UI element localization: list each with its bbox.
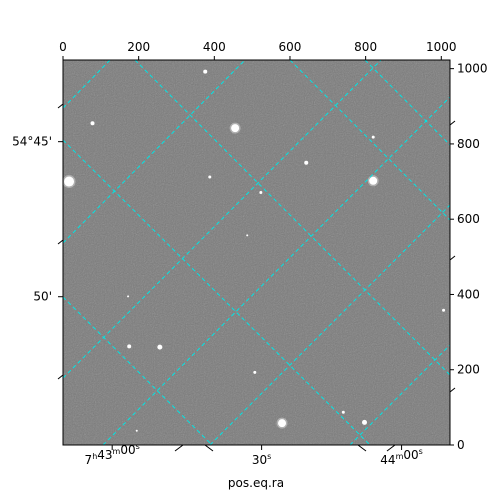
axis-tick: [174, 444, 184, 452]
grid-line: [134, 60, 450, 376]
star-point: [64, 176, 75, 187]
tick-label: 600: [457, 212, 480, 226]
star-point: [127, 344, 132, 349]
star-point: [369, 176, 378, 185]
axis-tick: [449, 120, 456, 126]
star-halo: [276, 417, 288, 429]
tick-label: 800: [457, 137, 480, 151]
star-point: [362, 419, 368, 425]
tick-label: 600: [279, 40, 302, 54]
star-point: [208, 175, 212, 179]
ra-tick-label: 44m00s: [380, 447, 423, 467]
tick-label: 1000: [457, 62, 488, 76]
axis-tick: [57, 239, 64, 245]
star-point: [253, 370, 257, 374]
axis-tick: [204, 444, 214, 452]
tick-label: 400: [203, 40, 226, 54]
ra-tick-label: 7h43m00s: [85, 442, 140, 467]
axis-tick: [57, 103, 64, 109]
axis-tick: [57, 374, 64, 380]
star-point: [442, 308, 446, 312]
tick-label: 200: [127, 40, 150, 54]
x-axis-title: pos.eq.ra: [228, 476, 284, 490]
axis-tick: [449, 255, 456, 261]
star-point: [259, 190, 263, 194]
axis-tick: [357, 444, 367, 452]
star-point: [304, 160, 309, 165]
star-point: [157, 344, 163, 350]
axes: 0 200 400 600 800 1000 0 200 400 600 800 1000 7h43m0…: [12, 40, 487, 467]
star-halo: [367, 175, 379, 187]
star-point: [246, 234, 249, 237]
grid-line: [63, 296, 213, 445]
star-halo: [229, 122, 241, 134]
grid-line: [364, 60, 450, 146]
tick-label: 200: [457, 363, 480, 377]
ra-tick-label: 30s: [252, 452, 271, 467]
tick-label: 54°45': [12, 135, 52, 149]
star-point: [371, 135, 375, 139]
star-point: [231, 124, 240, 133]
tick-label: 50': [33, 290, 52, 304]
image-noise: [63, 60, 450, 445]
star-point: [90, 121, 95, 126]
tick-label: 0: [457, 438, 465, 452]
star-point: [203, 69, 208, 74]
axis-tick: [449, 387, 456, 393]
star-point: [127, 295, 130, 298]
grid-line: [63, 60, 382, 379]
grid-line: [209, 204, 450, 445]
tick-label: 1000: [426, 40, 457, 54]
grid-line: [102, 96, 450, 445]
star-point: [341, 410, 345, 414]
coordinate-grid: [63, 60, 450, 445]
grid-line: [63, 60, 246, 244]
tick-label: 400: [457, 287, 480, 301]
star-point: [278, 419, 287, 428]
star-point: [135, 429, 138, 432]
stars-layer: [63, 69, 446, 432]
axis-tick: [386, 444, 396, 452]
grid-line: [289, 60, 450, 221]
grid-line: [349, 344, 450, 445]
plot-frame: [62, 59, 451, 446]
grid-line: [63, 139, 371, 445]
tick-label: 0: [59, 40, 67, 54]
star-halo: [63, 175, 76, 189]
tick-label: 800: [354, 40, 377, 54]
plot-area: [62, 59, 451, 446]
